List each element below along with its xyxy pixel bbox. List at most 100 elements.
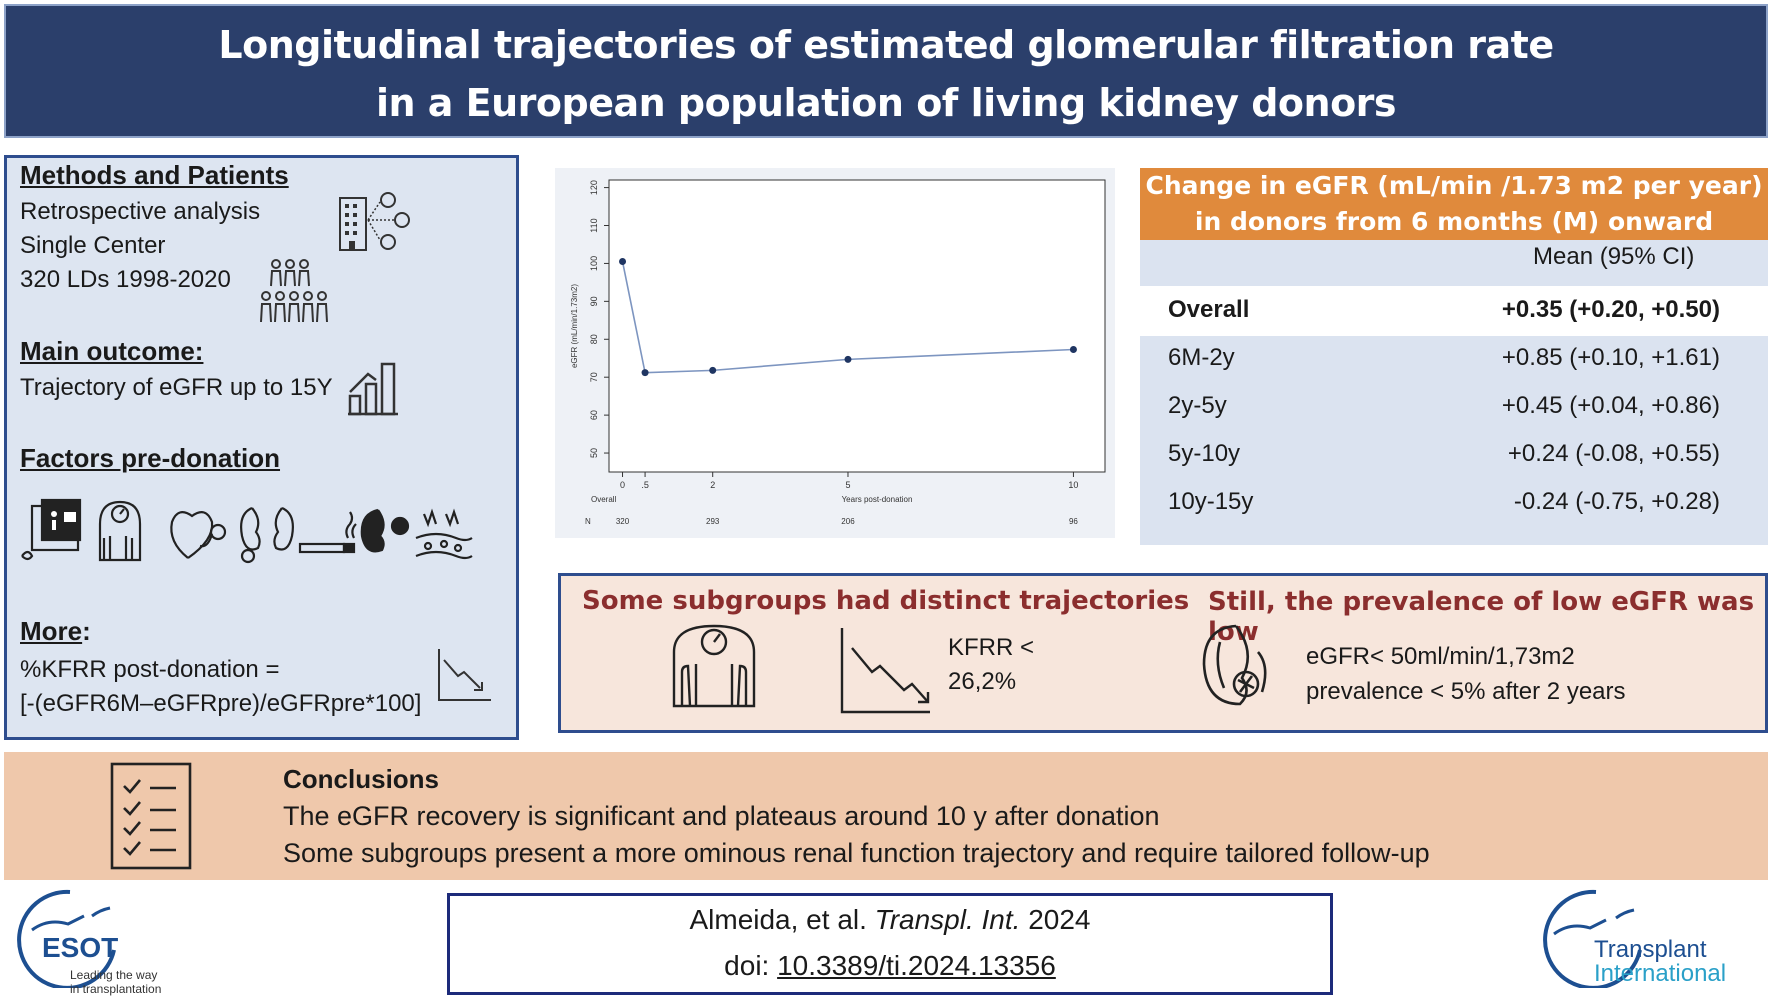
people-group-icon: [260, 259, 328, 323]
subgroups-panel: [558, 573, 1768, 733]
period-cell: 5y-10y: [1168, 440, 1241, 467]
x-tick-label: .5: [641, 480, 649, 490]
x-axis-label: Years post-donation: [842, 495, 913, 504]
y-tick-label: 80: [589, 334, 599, 344]
n-value: 96: [1069, 517, 1078, 526]
data-point: [619, 258, 627, 266]
table-row-overall: Overall +0.35 (+0.20, +0.50): [1140, 286, 1768, 336]
kfrr-threshold-line-2: 26,2%: [948, 668, 1017, 695]
y-axis-label: eGFR (mL/min/1.73m2): [570, 284, 579, 368]
citation-year: 2024: [1020, 904, 1091, 935]
doi-link[interactable]: 10.3389/ti.2024.13356: [777, 950, 1056, 981]
value-cell: -0.24 (-0.75, +0.28): [1513, 488, 1720, 515]
plot-area: [608, 179, 1106, 473]
methods-line-2: Single Center: [20, 232, 166, 259]
table-row: 6M-2y +0.85 (+0.10, +1.61): [1140, 336, 1768, 382]
methods-line-3: 320 LDs 1998-2020: [20, 266, 231, 293]
citation-box: Almeida, et al. Transpl. Int. 2024 doi: …: [447, 893, 1333, 995]
y-tick-label: 70: [589, 372, 599, 382]
y-tick-label: 100: [589, 256, 599, 271]
data-point: [641, 369, 649, 377]
methods-panel: [4, 155, 519, 740]
data-point: [709, 366, 717, 374]
kidney-stone-icon: [360, 508, 410, 553]
period-cell: 2y-5y: [1168, 392, 1227, 419]
value-cell: +0.85 (+0.10, +1.61): [1501, 344, 1720, 371]
doi-line: doi: 10.3389/ti.2024.13356: [450, 950, 1330, 982]
more-heading: More: [20, 616, 83, 646]
checklist-icon: [110, 762, 192, 870]
overall-value: +0.35 (+0.20, +0.50): [1501, 296, 1720, 323]
period-cell: 6M-2y: [1168, 344, 1235, 371]
x-tick-label: 2: [710, 480, 715, 490]
ti-name-line-1: Transplant: [1594, 936, 1707, 963]
citation-journal: Transpl. Int.: [874, 904, 1021, 935]
table-row: 2y-5y +0.45 (+0.04, +0.86): [1140, 384, 1768, 430]
n-value: 320: [616, 517, 630, 526]
table-title-line-1: Change in eGFR (mL/min /1.73 m2 per year…: [1145, 171, 1763, 200]
prevalence-heading: Still, the prevalence of low eGFR was lo…: [1208, 587, 1755, 647]
data-point: [844, 355, 852, 363]
ti-logo-mark: [1543, 889, 1642, 988]
kidney-function-icon: [240, 506, 294, 564]
conclusion-line-1: The eGFR recovery is significant and pla…: [283, 801, 1160, 831]
subgroups-heading: Some subgroups had distinct trajectories: [582, 586, 1190, 616]
predonation-factor-icons: [21, 498, 473, 564]
overall-label: Overall: [591, 495, 617, 504]
more-heading-wrap: More:: [20, 616, 91, 647]
demographics-icon: [21, 498, 82, 561]
period-cell: 10y-15y: [1168, 488, 1254, 515]
esot-tagline-1: Leading the way: [70, 968, 158, 982]
data-point: [1069, 346, 1077, 354]
egfr-threshold-line: eGFR< 50ml/min/1,73m2: [1306, 643, 1575, 670]
esot-name: ESOT: [42, 932, 119, 963]
value-cell: +0.24 (-0.08, +0.55): [1507, 440, 1720, 467]
esot-logo: ESOT Leading the way in transplantation: [14, 888, 184, 998]
blood-pressure-icon: [170, 511, 227, 559]
doi-prefix: doi:: [724, 950, 778, 981]
kfrr-formula-line-2: [-(eGFR6M–eGFRpre)/eGFRpre*100]: [20, 690, 422, 717]
factors-heading: Factors pre-donation: [20, 443, 281, 473]
prevalence-line: prevalence < 5% after 2 years: [1306, 678, 1626, 705]
citation-line: Almeida, et al. Transpl. Int. 2024: [450, 904, 1330, 936]
methods-heading: Methods and Patients: [20, 160, 289, 190]
y-tick-label: 90: [589, 296, 599, 306]
kfrr-formula-line-1: %KFRR post-donation =: [20, 656, 280, 683]
ti-name-line-2: International: [1594, 960, 1727, 987]
decline-chart-icon: [438, 649, 491, 701]
egfr-trajectory-chart: 50 60 70 80 90 100 110 120 eGFR (mL/min/1.73m2) 0…: [555, 168, 1115, 538]
scale-icon: [98, 500, 142, 562]
citation-authors: Almeida, et al.: [689, 904, 875, 935]
value-cell: +0.45 (+0.04, +0.86): [1501, 392, 1720, 419]
title-line-2: in a European population of living kidne…: [375, 81, 1397, 125]
kfrr-threshold-line-1: KFRR <: [948, 634, 1035, 661]
x-tick-label: 5: [845, 480, 850, 490]
smoking-icon: [298, 511, 357, 554]
table-row: 10y-15y -0.24 (-0.75, +0.28): [1140, 480, 1768, 526]
conclusions-panel: [4, 752, 1768, 880]
decline-chart-icon: [840, 628, 930, 714]
transplant-international-logo: Transplant International: [1540, 888, 1765, 998]
overall-label: Overall: [1168, 296, 1250, 323]
y-tick-label: 50: [589, 448, 599, 458]
table-title-line-2: in donors from 6 months (M) onward: [1194, 207, 1714, 236]
n-value: 293: [706, 517, 720, 526]
table-column-header: Mean (95% CI): [1533, 243, 1695, 270]
table-title: Change in eGFR (mL/min /1.73 m2 per year…: [1140, 168, 1768, 240]
bar-chart-icon: [348, 362, 398, 416]
methods-line-1: Retrospective analysis: [20, 198, 261, 225]
outcome-heading: Main outcome:: [20, 336, 204, 366]
x-tick-label: 0: [620, 480, 625, 490]
x-tick-label: 10: [1068, 480, 1078, 490]
y-tick-label: 60: [589, 410, 599, 420]
kidney-icon: [1202, 624, 1267, 706]
esot-tagline-2: in transplantation: [70, 982, 162, 996]
poster-header: Longitudinal trajectories of estimated g…: [4, 4, 1768, 138]
tissue-icon: [415, 508, 473, 560]
table-row: 5y-10y +0.24 (-0.08, +0.55): [1140, 432, 1768, 478]
title-line-1: Longitudinal trajectories of estimated g…: [218, 23, 1554, 67]
y-tick-label: 120: [589, 180, 599, 195]
conclusions-heading: Conclusions: [283, 764, 440, 794]
n-value: 206: [841, 517, 855, 526]
esot-logo-mark: [17, 889, 116, 988]
